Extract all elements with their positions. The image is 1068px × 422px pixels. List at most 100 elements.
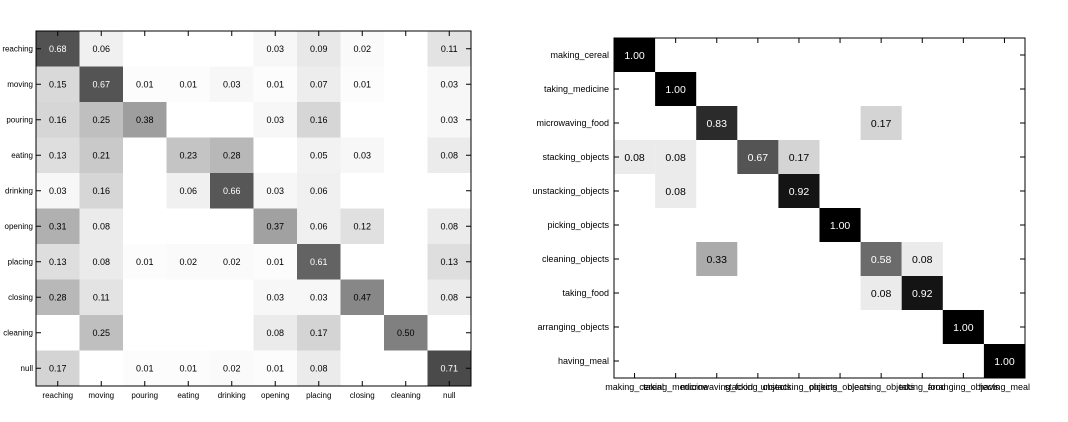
cell-label-pouring-moving: 0.25	[92, 115, 110, 125]
cell-placing-pouring	[123, 244, 167, 280]
cell-label-taking-food-taking-food: 0.92	[912, 288, 933, 300]
x-tick-label-closing: closing	[350, 391, 375, 400]
cell-label-taking-medicine-taking-medicine: 1.00	[665, 84, 686, 96]
cell-eating-closing	[340, 137, 384, 173]
x-tick-label-pouring: pouring	[131, 391, 158, 400]
cell-label-null-null: 0.71	[440, 363, 458, 373]
cell-null-null	[427, 350, 471, 386]
y-tick-label-reaching: reaching	[2, 45, 33, 54]
cell-label-pouring-placing: 0.16	[310, 115, 328, 125]
cell-drinking-eating	[166, 173, 210, 209]
cell-opening-null	[427, 208, 471, 244]
cell-label-drinking-opening: 0.03	[266, 186, 284, 196]
y-tick-label-drinking: drinking	[5, 187, 33, 196]
plot-frame	[35, 30, 472, 387]
cell-label-eating-placing: 0.05	[310, 150, 328, 160]
cell-label-moving-reaching: 0.15	[49, 79, 67, 89]
cell-label-reaching-reaching: 0.68	[49, 44, 67, 54]
cell-closing-reaching	[36, 279, 80, 315]
cell-null-reaching	[36, 350, 80, 386]
cell-cleaning-objects-microwaving-food	[696, 242, 738, 276]
cell-pouring-pouring	[123, 102, 167, 138]
cell-moving-pouring	[123, 66, 167, 102]
cell-label-cleaning-moving: 0.25	[92, 328, 110, 338]
cell-opening-reaching	[36, 208, 80, 244]
cell-label-moving-closing: 0.01	[353, 79, 371, 89]
cell-label-placing-reaching: 0.13	[49, 257, 67, 267]
cell-label-moving-eating: 0.01	[179, 79, 197, 89]
cell-label-closing-placing: 0.03	[310, 292, 328, 302]
cell-reaching-placing	[297, 31, 341, 67]
y-tick-label-opening: opening	[5, 222, 33, 231]
cell-label-null-eating: 0.01	[179, 363, 197, 373]
cell-placing-eating	[166, 244, 210, 280]
x-tick-label-drinking: drinking	[218, 391, 246, 400]
cell-label-opening-null: 0.08	[440, 221, 458, 231]
cell-label-null-pouring: 0.01	[136, 363, 154, 373]
cell-null-eating	[166, 350, 210, 386]
cell-cleaning-placing	[297, 315, 341, 351]
cell-null-drinking	[210, 350, 254, 386]
cell-label-stacking-objects-making-cereal: 0.08	[624, 152, 645, 164]
cell-taking-food-cleaning-objects	[860, 276, 902, 310]
y-tick-label-eating: eating	[11, 151, 33, 160]
cell-label-placing-eating: 0.02	[179, 257, 197, 267]
y-tick-label-closing: closing	[8, 293, 33, 302]
cell-label-closing-reaching: 0.28	[49, 292, 67, 302]
cell-making-cereal-making-cereal	[614, 38, 656, 72]
cell-eating-eating	[166, 137, 210, 173]
cell-label-reaching-closing: 0.02	[353, 44, 371, 54]
y-tick-label-having-meal: having_meal	[558, 356, 609, 366]
cell-label-eating-closing: 0.03	[353, 150, 371, 160]
cell-taking-food-taking-food	[901, 276, 943, 310]
cell-opening-moving	[79, 208, 123, 244]
cell-moving-moving	[79, 66, 123, 102]
x-tick-label-placing: placing	[306, 391, 331, 400]
cell-opening-placing	[297, 208, 341, 244]
cell-null-opening	[253, 350, 297, 386]
cell-label-opening-opening: 0.37	[266, 221, 284, 231]
cell-label-reaching-opening: 0.03	[266, 44, 284, 54]
confusion-matrix-right: 1.00 1.00 0.83 0.17 0.08 0.08 0.67 0.17 0.08 0.92…	[532, 37, 1030, 392]
cell-stacking-objects-taking-medicine	[655, 140, 697, 174]
cell-placing-opening	[253, 244, 297, 280]
cell-label-closing-moving: 0.11	[93, 292, 110, 302]
cell-label-moving-pouring: 0.01	[136, 79, 154, 89]
cell-label-pouring-pouring: 0.38	[136, 115, 154, 125]
cell-label-moving-placing: 0.07	[310, 79, 328, 89]
cell-label-placing-moving: 0.08	[92, 257, 110, 267]
cell-eating-null	[427, 137, 471, 173]
cell-moving-placing	[297, 66, 341, 102]
y-tick-label-unstacking-objects: unstacking_objects	[532, 186, 609, 196]
cell-label-eating-moving: 0.21	[92, 150, 110, 160]
cell-unstacking-objects-taking-medicine	[655, 174, 697, 208]
cell-closing-placing	[297, 279, 341, 315]
cell-label-stacking-objects-taking-medicine: 0.08	[665, 152, 686, 164]
cell-eating-moving	[79, 137, 123, 173]
y-tick-label-microwaving-food: microwaving_food	[536, 118, 609, 128]
x-tick-label-unstacking-objects: unstacking_objects	[761, 382, 838, 392]
cell-placing-drinking	[210, 244, 254, 280]
cell-null-placing	[297, 350, 341, 386]
cell-drinking-opening	[253, 173, 297, 209]
cell-label-opening-reaching: 0.31	[49, 221, 67, 231]
cell-label-cleaning-placing: 0.17	[310, 328, 328, 338]
cell-cleaning-moving	[79, 315, 123, 351]
x-tick-label-cleaning-objects: cleaning_objects	[848, 382, 916, 392]
cell-pouring-placing	[297, 102, 341, 138]
cell-label-cleaning-objects-cleaning-objects: 0.58	[871, 254, 892, 266]
y-tick-label-making-cereal: making_cereal	[550, 50, 609, 60]
x-tick-label-arranging-objects: arranging_objects	[928, 382, 1000, 392]
cell-unstacking-objects-unstacking-objects	[778, 174, 820, 208]
cell-taking-medicine-taking-medicine	[655, 72, 697, 106]
cell-label-unstacking-objects-taking-medicine: 0.08	[665, 186, 686, 198]
y-tick-label-moving: moving	[7, 80, 33, 89]
cell-drinking-moving	[79, 173, 123, 209]
cell-label-drinking-eating: 0.06	[179, 186, 197, 196]
cell-label-unstacking-objects-unstacking-objects: 0.92	[789, 186, 810, 198]
cell-reaching-reaching	[36, 31, 80, 67]
cell-null-pouring	[123, 350, 167, 386]
cell-label-null-placing: 0.08	[310, 363, 328, 373]
x-tick-label-microwaving-food: microwaving_food	[680, 382, 753, 392]
cell-label-having-meal-having-meal: 1.00	[994, 356, 1015, 368]
